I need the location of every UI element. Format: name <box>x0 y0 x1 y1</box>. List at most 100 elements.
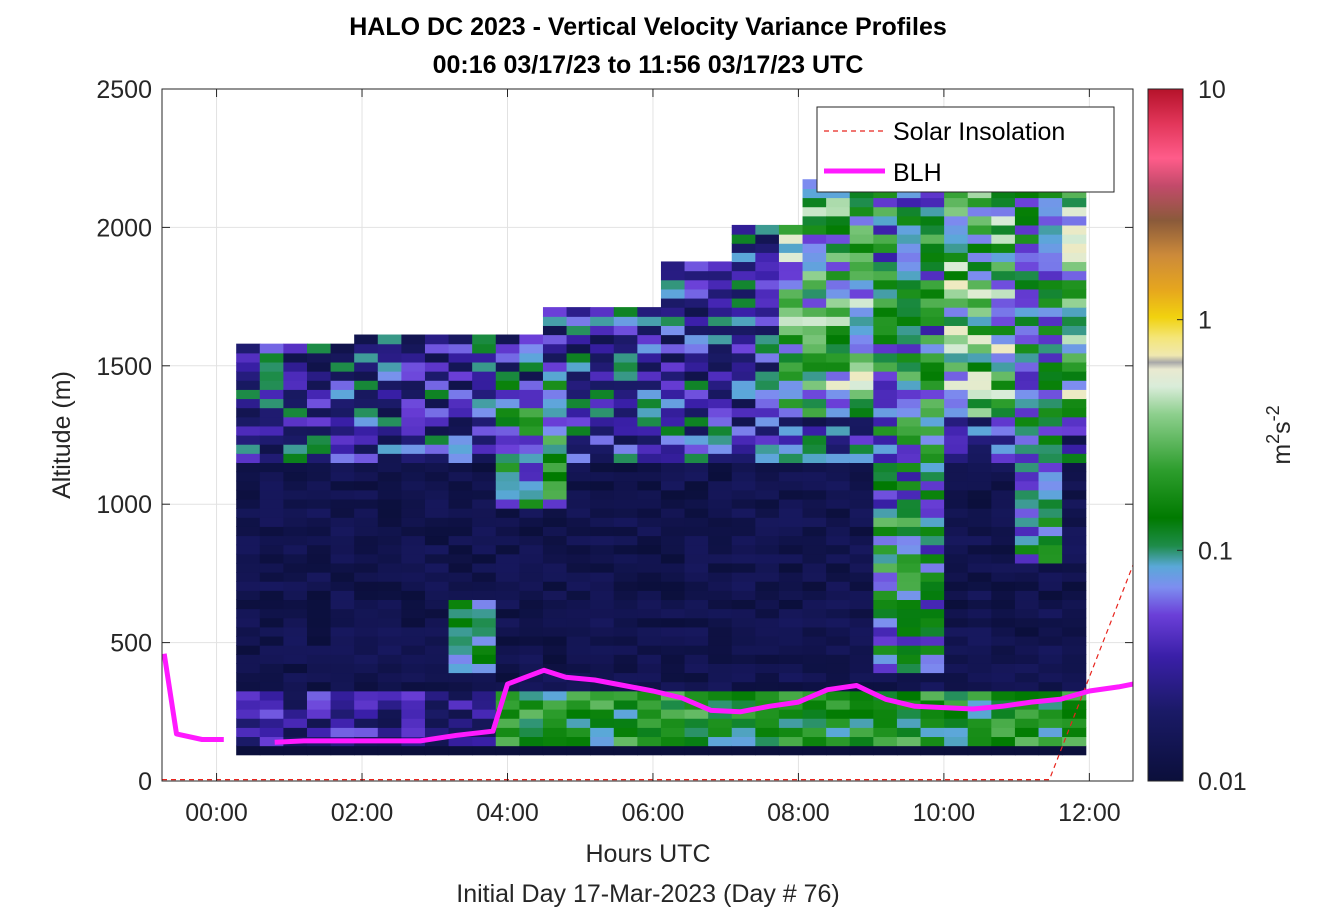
heatmap-cell <box>731 270 756 281</box>
heatmap-cell <box>873 270 898 281</box>
heatmap-cell <box>991 709 1016 719</box>
heatmap-cell <box>259 498 284 509</box>
heatmap-cell <box>944 407 969 418</box>
heatmap-cell <box>684 672 709 683</box>
heatmap-cell <box>684 279 709 290</box>
heatmap-cell <box>472 334 497 345</box>
heatmap-cell <box>920 535 945 546</box>
heatmap-cell <box>330 526 355 537</box>
heatmap-cell <box>566 444 591 454</box>
heatmap-cell <box>613 727 638 738</box>
heatmap-cell <box>613 526 638 537</box>
heatmap-cell <box>283 352 308 363</box>
heatmap-cell <box>708 535 733 546</box>
heatmap-cell <box>1014 590 1040 601</box>
heatmap-cell <box>236 398 261 409</box>
heatmap-cell <box>873 745 898 756</box>
heatmap-cell <box>944 444 969 454</box>
heatmap-cell <box>401 645 426 655</box>
heatmap-cell <box>377 453 402 463</box>
heatmap-cell <box>377 718 402 728</box>
heatmap-cell <box>944 261 969 272</box>
heatmap-cell <box>519 608 544 619</box>
heatmap-cell <box>802 471 827 482</box>
heatmap-cell <box>849 718 874 728</box>
heatmap-cell <box>637 562 662 573</box>
heatmap-cell <box>519 508 544 518</box>
heatmap-cell <box>401 380 426 390</box>
heatmap-cell <box>1038 435 1063 445</box>
heatmap-cell <box>519 681 544 692</box>
heatmap-cell <box>377 690 402 701</box>
heatmap-cell <box>306 389 332 400</box>
heatmap-cell <box>802 252 827 263</box>
heatmap-cell <box>472 398 497 409</box>
heatmap-cell <box>944 718 969 728</box>
heatmap-cell <box>637 617 662 628</box>
heatmap-cell <box>826 462 851 473</box>
heatmap-cell <box>1062 617 1087 628</box>
heatmap-cell <box>1038 626 1063 637</box>
heatmap-cell <box>542 526 568 537</box>
heatmap-cell <box>354 553 379 564</box>
heatmap-cell <box>1038 526 1063 537</box>
heatmap-cell <box>967 489 992 500</box>
heatmap-cell <box>566 398 591 409</box>
heatmap-cell <box>802 234 827 244</box>
heatmap-cell <box>920 215 945 226</box>
heatmap-cell <box>991 453 1016 463</box>
heatmap-cell <box>283 462 308 473</box>
heatmap-cell <box>873 526 898 537</box>
heatmap-cell <box>920 599 945 610</box>
heatmap-cell <box>566 690 591 701</box>
heatmap-cell <box>306 599 332 610</box>
heatmap-cell <box>896 416 922 427</box>
heatmap-cell <box>330 508 355 518</box>
heatmap-cell <box>542 599 568 610</box>
heatmap-cell <box>401 517 426 527</box>
heatmap-cell <box>708 334 733 345</box>
heatmap-cell <box>448 617 473 628</box>
heatmap-cell <box>1062 736 1087 747</box>
heatmap-cell <box>1014 316 1040 326</box>
heatmap-cell <box>377 371 402 381</box>
heatmap-cell <box>849 581 874 591</box>
heatmap-cell <box>566 462 591 473</box>
heatmap-cell <box>1014 288 1040 299</box>
heatmap-cell <box>660 316 686 326</box>
heatmap-cell <box>236 608 261 619</box>
heatmap-cell <box>826 407 851 418</box>
heatmap-cell <box>1014 279 1040 290</box>
heatmap-cell <box>944 371 969 381</box>
heatmap-cell <box>849 206 874 217</box>
heatmap-cell <box>802 261 827 272</box>
heatmap-cell <box>708 361 733 372</box>
heatmap-cell <box>944 608 969 619</box>
heatmap-cell <box>259 635 284 646</box>
heatmap-cell <box>519 535 544 546</box>
heatmap-cell <box>873 626 898 637</box>
heatmap-cell <box>401 407 426 418</box>
heatmap-cell <box>377 544 402 555</box>
heatmap-cell <box>920 645 945 655</box>
heatmap-cell <box>306 709 332 719</box>
x-tick-label-1: 02:00 <box>331 799 394 827</box>
heatmap-cell <box>849 325 874 336</box>
heatmap-cell <box>354 444 379 454</box>
heatmap-cell <box>660 416 686 427</box>
heatmap-cell <box>259 535 284 546</box>
heatmap-cell <box>826 608 851 619</box>
heatmap-cell <box>306 517 332 527</box>
heatmap-cell <box>802 188 827 199</box>
heatmap-cell <box>495 389 520 400</box>
heatmap-cell <box>849 224 874 235</box>
heatmap-cell <box>920 480 945 491</box>
heatmap-cell <box>472 544 497 555</box>
heatmap-cell <box>849 553 874 564</box>
heatmap-cell <box>802 288 827 299</box>
heatmap-cell <box>802 361 827 372</box>
heatmap-cell <box>424 517 450 527</box>
heatmap-cell <box>236 681 261 692</box>
x-axis-sublabel: Initial Day 17-Mar-2023 (Day # 76) <box>456 880 840 908</box>
heatmap-cell <box>1014 672 1040 683</box>
